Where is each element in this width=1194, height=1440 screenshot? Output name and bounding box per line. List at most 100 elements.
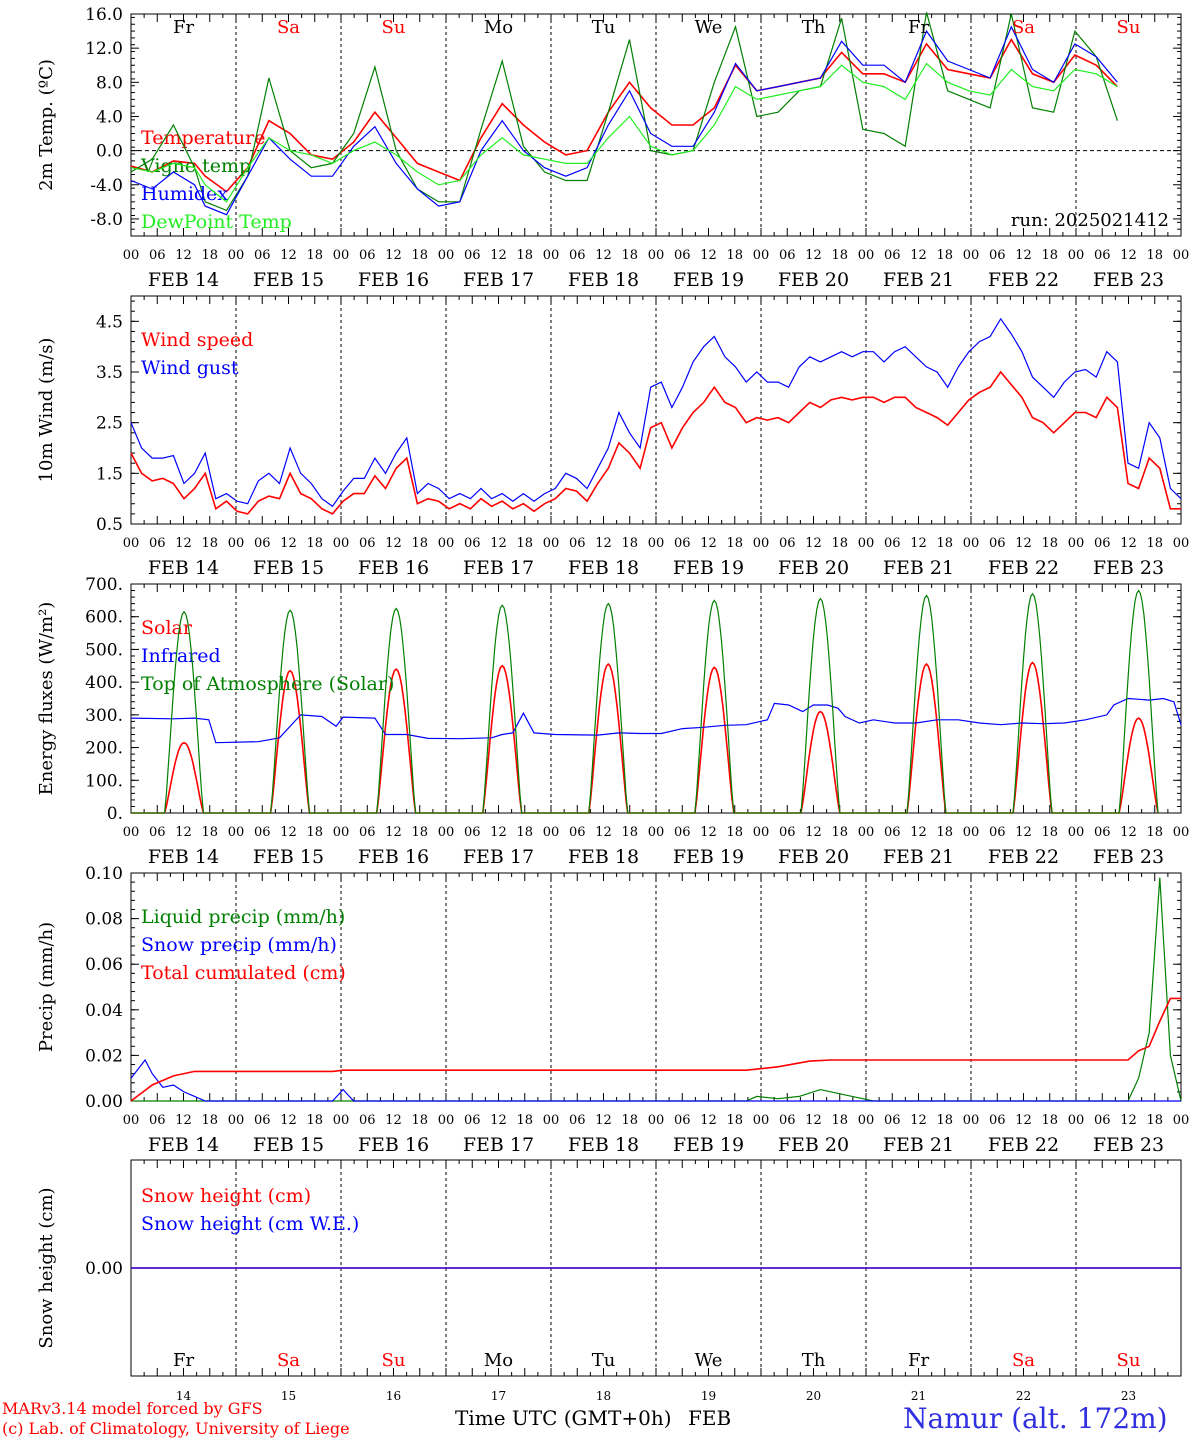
hour-tick-label: 18 bbox=[306, 825, 323, 840]
date-label: FEB 19 bbox=[673, 846, 744, 868]
hour-tick-label: 18 bbox=[1146, 248, 1163, 263]
hour-tick-label: 12 bbox=[805, 248, 822, 263]
y-tick-label: 1.5 bbox=[96, 464, 123, 484]
hour-tick-label: 18 bbox=[1041, 536, 1058, 551]
panel-5: 0.00 Snow height (cm) Snow height (cm) Snow… bbox=[36, 1159, 1182, 1403]
hour-tick-label: 12 bbox=[700, 248, 717, 263]
hour-tick-label: 18 bbox=[726, 536, 743, 551]
date-label: FEB 17 bbox=[463, 269, 534, 291]
panel-4: 0.00 0.02 0.04 0.06 0.08 0.10 Precip (mm/h) Liq… bbox=[36, 864, 1189, 1156]
hour-tick-label: 12 bbox=[280, 536, 297, 551]
hour-tick-label: 18 bbox=[201, 248, 218, 263]
date-label: FEB 16 bbox=[358, 557, 429, 579]
hour-tick-label: 00 bbox=[1173, 248, 1190, 263]
legend-entry: Top of Atmosphere (Solar) bbox=[141, 673, 394, 695]
series-line-top-of-atmosphere-solar- bbox=[131, 589, 1159, 814]
legend-entry: Wind speed bbox=[141, 329, 253, 351]
legend-entry: Solar bbox=[141, 617, 193, 639]
hour-tick-label: 06 bbox=[464, 536, 481, 551]
legend-entry: Wind gust bbox=[141, 357, 239, 379]
hour-tick-label: 12 bbox=[1120, 1113, 1137, 1128]
hour-tick-label: 06 bbox=[779, 536, 796, 551]
legend-entry: Liquid precip (mm/h) bbox=[141, 906, 345, 928]
hour-tick-label: 00 bbox=[543, 248, 560, 263]
hour-tick-label: 00 bbox=[753, 1113, 770, 1128]
series-line-temperature bbox=[130, 38, 1118, 193]
date-label: FEB 17 bbox=[463, 1134, 534, 1156]
hour-tick-label: 12 bbox=[1015, 825, 1032, 840]
hour-tick-label: 06 bbox=[254, 1113, 271, 1128]
hour-tick-label: 12 bbox=[910, 1113, 927, 1128]
hour-tick-label: 12 bbox=[1015, 248, 1032, 263]
hour-tick-label: 06 bbox=[884, 1113, 901, 1128]
hour-tick-label: 00 bbox=[123, 248, 140, 263]
y-axis-label: Precip (mm/h) bbox=[36, 922, 57, 1052]
hour-tick-label: 18 bbox=[1146, 1113, 1163, 1128]
hour-tick-label: 00 bbox=[333, 1113, 350, 1128]
hour-tick-label: 06 bbox=[779, 825, 796, 840]
day-number-label: 19 bbox=[701, 1389, 716, 1403]
hour-tick-label: 00 bbox=[543, 825, 560, 840]
weekday-label: Sa bbox=[1012, 1350, 1035, 1371]
date-label: FEB 20 bbox=[778, 1134, 849, 1156]
hour-tick-label: 00 bbox=[1173, 1113, 1190, 1128]
weekday-label: Sa bbox=[277, 1350, 300, 1371]
hour-tick-label: 06 bbox=[884, 248, 901, 263]
hour-tick-label: 06 bbox=[1094, 1113, 1111, 1128]
hour-tick-label: 18 bbox=[621, 536, 638, 551]
hour-tick-label: 00 bbox=[438, 1113, 455, 1128]
weekday-label: Mo bbox=[484, 17, 513, 38]
hour-tick-label: 00 bbox=[228, 248, 245, 263]
day-number-label: 17 bbox=[491, 1389, 506, 1403]
hour-tick-label: 00 bbox=[858, 1113, 875, 1128]
hour-tick-label: 18 bbox=[1041, 1113, 1058, 1128]
date-label: FEB 20 bbox=[778, 846, 849, 868]
hour-tick-label: 12 bbox=[280, 825, 297, 840]
hour-tick-label: 06 bbox=[569, 1113, 586, 1128]
y-tick-label: 300. bbox=[85, 706, 123, 726]
hour-tick-label: 12 bbox=[490, 248, 507, 263]
y-tick-label: 0.02 bbox=[85, 1046, 123, 1066]
hour-tick-label: 00 bbox=[963, 536, 980, 551]
date-label: FEB 21 bbox=[883, 846, 954, 868]
hour-tick-label: 12 bbox=[700, 536, 717, 551]
date-label: FEB 17 bbox=[463, 846, 534, 868]
hour-tick-label: 18 bbox=[201, 825, 218, 840]
date-label: FEB 18 bbox=[568, 269, 639, 291]
hour-tick-label: 06 bbox=[989, 825, 1006, 840]
date-label: FEB 22 bbox=[988, 1134, 1059, 1156]
hour-tick-label: 00 bbox=[438, 825, 455, 840]
hour-tick-label: 00 bbox=[438, 536, 455, 551]
hour-tick-label: 06 bbox=[779, 1113, 796, 1128]
day-number-label: 20 bbox=[806, 1389, 821, 1403]
hour-tick-label: 12 bbox=[385, 1113, 402, 1128]
weekday-label: Th bbox=[802, 17, 826, 38]
panel-3: 0. 100. 200. 300. 400. 500. 600. 700. Energy flu… bbox=[36, 575, 1189, 868]
date-label: FEB 21 bbox=[883, 269, 954, 291]
month-label: FEB bbox=[688, 1406, 732, 1430]
hour-tick-label: 18 bbox=[726, 248, 743, 263]
hour-tick-label: 18 bbox=[306, 248, 323, 263]
hour-tick-label: 12 bbox=[490, 536, 507, 551]
hour-tick-label: 18 bbox=[621, 825, 638, 840]
hour-tick-label: 00 bbox=[858, 825, 875, 840]
y-tick-label: 0.08 bbox=[85, 910, 123, 930]
series-line-total-cumulated-cm- bbox=[130, 997, 1181, 1102]
y-axis-label: Energy fluxes (W/m²) bbox=[36, 602, 57, 796]
hour-tick-label: 00 bbox=[1068, 825, 1085, 840]
y-tick-label: 500. bbox=[85, 640, 123, 660]
hour-tick-label: 06 bbox=[464, 825, 481, 840]
hour-tick-label: 00 bbox=[228, 1113, 245, 1128]
date-label: FEB 14 bbox=[148, 269, 219, 291]
day-number-label: 15 bbox=[281, 1389, 296, 1403]
hour-tick-label: 06 bbox=[359, 248, 376, 263]
hour-tick-label: 06 bbox=[674, 825, 691, 840]
weekday-label: Su bbox=[382, 17, 406, 38]
y-tick-label: 400. bbox=[85, 673, 123, 693]
hour-tick-label: 12 bbox=[700, 825, 717, 840]
hour-tick-label: 12 bbox=[175, 825, 192, 840]
y-tick-label: 8.0 bbox=[96, 73, 123, 93]
hour-tick-label: 12 bbox=[910, 825, 927, 840]
hour-tick-label: 12 bbox=[280, 1113, 297, 1128]
